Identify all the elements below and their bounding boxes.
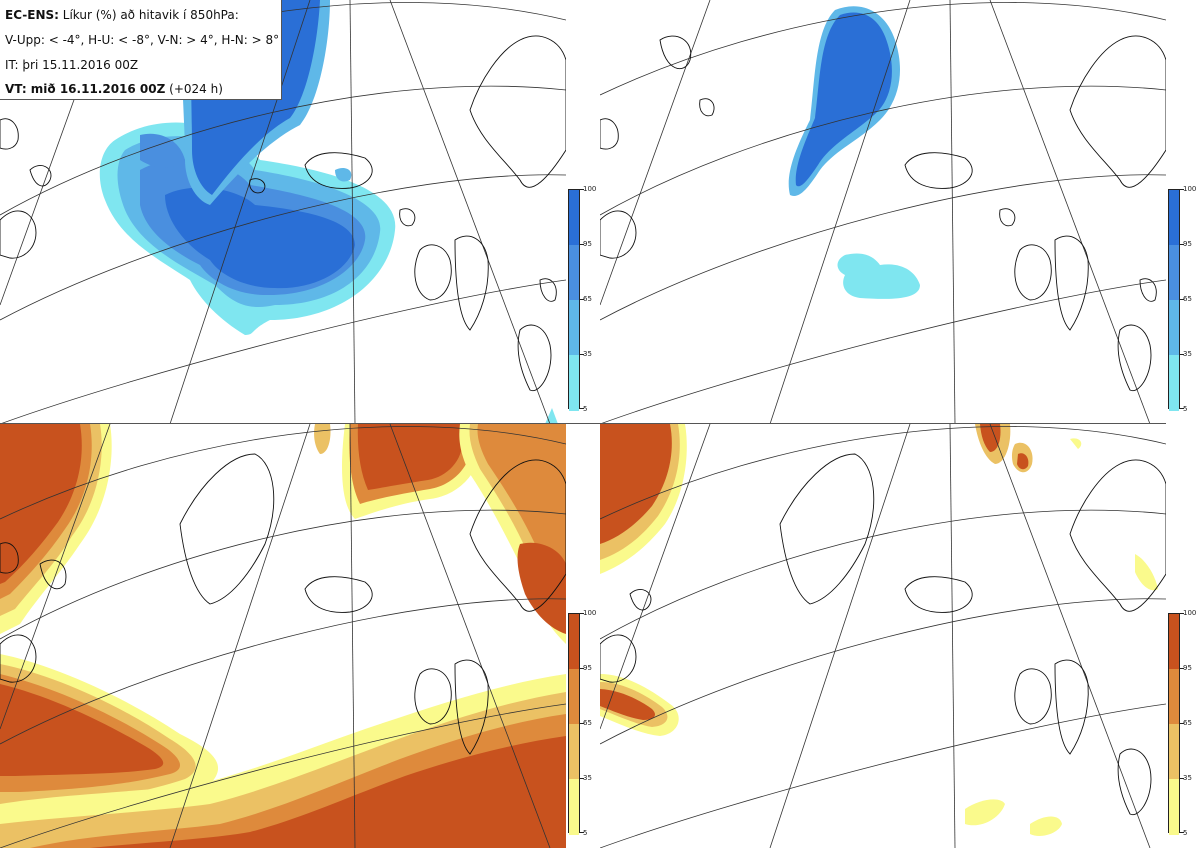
colorbar-orange-bottom-left: 100 95 65 35 5 [568, 609, 598, 837]
colorbar-segment [569, 669, 579, 725]
colorbar-tick-label: 35 [1183, 774, 1192, 782]
map-legend-box: EC-ENS: Líkur (%) að hitavik í 850hPa: V… [0, 0, 282, 100]
colorbar-segment [1169, 779, 1179, 835]
coastlines [0, 35, 566, 392]
colorbar-tick [580, 189, 584, 190]
colorbar-tick [1180, 408, 1184, 409]
colorbar-tick-label: 65 [583, 295, 592, 303]
colorbar-tick [580, 244, 584, 245]
colorbar-tick [580, 354, 584, 355]
panel-bottom-left [0, 424, 566, 848]
graticule [600, 424, 1166, 848]
probability-field-warm [0, 424, 566, 848]
colorbar-segment [569, 190, 579, 246]
map-top-right [600, 0, 1166, 424]
colorbar-tick [1180, 613, 1184, 614]
colorbar-tick-label: 5 [1183, 829, 1188, 837]
probability-field-cold [99, 0, 558, 424]
colorbar-segment [1169, 724, 1179, 780]
probability-field-cold [788, 6, 920, 299]
colorbar-tick-label: 95 [583, 240, 592, 248]
colorbar-segment [569, 779, 579, 835]
graticule [0, 424, 566, 848]
coastlines [600, 35, 1166, 392]
colorbar-segment [1169, 245, 1179, 301]
colorbar-gradient [1168, 189, 1180, 411]
colorbar-tick [580, 778, 584, 779]
colorbar-tick [1180, 778, 1184, 779]
colorbar-gradient [568, 613, 580, 835]
colorbar-tick-label: 95 [1183, 240, 1192, 248]
colorbar-tick-label: 95 [1183, 664, 1192, 672]
colorbar-tick [580, 832, 584, 833]
colorbar-segment [1169, 355, 1179, 411]
graticule [600, 0, 1166, 424]
colorbar-tick [580, 668, 584, 669]
colorbar-segment [1169, 300, 1179, 356]
colorbar-tick [1180, 723, 1184, 724]
header-title: Líkur (%) að hitavik í 850hPa: [62, 8, 239, 22]
colorbar-segment [569, 300, 579, 356]
colorbar-tick [580, 613, 584, 614]
map-bottom-left [0, 424, 566, 848]
colorbar-tick-label: 5 [583, 405, 588, 413]
colorbar-segment [569, 245, 579, 301]
colorbar-tick [580, 408, 584, 409]
colorbar-segment [569, 724, 579, 780]
colorbar-tick-label: 65 [583, 719, 592, 727]
colorbar-tick-label: 100 [583, 609, 597, 617]
colorbar-gradient [568, 189, 580, 411]
colorbar-segment [1169, 669, 1179, 725]
colorbar-tick [1180, 299, 1184, 300]
colorbar-tick [1180, 832, 1184, 833]
colorbar-segment [1169, 614, 1179, 670]
colorbar-tick-label: 35 [583, 774, 592, 782]
colorbar-tick-label: 65 [1183, 719, 1192, 727]
colorbar-gradient [1168, 613, 1180, 835]
probability-field-warm [600, 424, 1158, 836]
coastlines [600, 453, 1166, 816]
colorbar-tick [580, 723, 584, 724]
colorbar-tick-label: 5 [583, 829, 588, 837]
colorbar-tick-label: 100 [1183, 185, 1197, 193]
header-lead-time: (+024 h) [169, 82, 223, 96]
colorbar-tick [580, 299, 584, 300]
panel-top-left: EC-ENS: Líkur (%) að hitavik í 850hPa: V… [0, 0, 566, 424]
colorbar-tick-label: 65 [1183, 295, 1192, 303]
header-valid-time: VT: mið 16.11.2016 00Z [5, 82, 166, 96]
colorbar-tick-label: 100 [1183, 609, 1197, 617]
panel-bottom-right [600, 424, 1166, 848]
colorbar-segment [1169, 190, 1179, 246]
colorbar-tick-label: 35 [583, 350, 592, 358]
colorbar-tick-label: 35 [1183, 350, 1192, 358]
header-initial-time: IT: þri 15.11.2016 00Z [5, 58, 139, 72]
coastlines [0, 453, 566, 755]
map-bottom-right [600, 424, 1166, 848]
colorbar-orange-bottom-right: 100 95 65 35 5 [1168, 609, 1198, 837]
colorbar-tick [1180, 244, 1184, 245]
header-model: EC-ENS: [5, 8, 59, 22]
colorbar-segment [569, 614, 579, 670]
colorbar-segment [569, 355, 579, 411]
colorbar-tick-label: 5 [1183, 405, 1188, 413]
colorbar-blue-top-left: 100 95 65 35 5 [568, 185, 598, 413]
colorbar-tick-label: 95 [583, 664, 592, 672]
colorbar-tick [1180, 189, 1184, 190]
header-thresholds: V-Upp: < -4°, H-U: < -8°, V-N: > 4°, H-N… [5, 33, 280, 47]
colorbar-tick [1180, 668, 1184, 669]
panel-top-right [600, 0, 1166, 424]
colorbar-blue-top-right: 100 95 65 35 5 [1168, 185, 1198, 413]
panel-border-h [0, 423, 1166, 424]
colorbar-tick-label: 100 [583, 185, 597, 193]
colorbar-tick [1180, 354, 1184, 355]
